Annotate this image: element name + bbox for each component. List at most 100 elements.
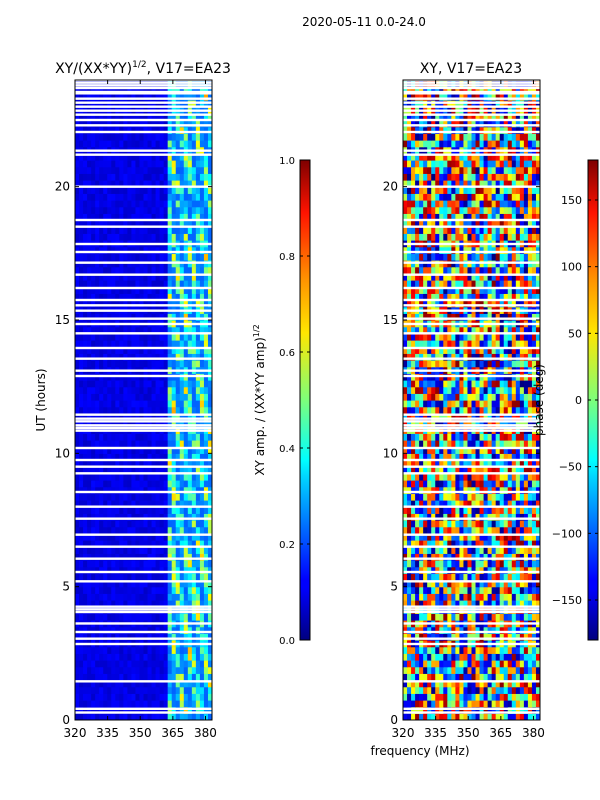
missing-data-gap bbox=[75, 304, 212, 307]
heatmap-cell bbox=[163, 446, 169, 454]
heatmap-cell bbox=[139, 466, 145, 474]
heatmap-cell bbox=[463, 593, 469, 601]
amp-gaps bbox=[75, 78, 212, 714]
heatmap-cell bbox=[411, 440, 416, 448]
heatmap-cell bbox=[163, 433, 169, 441]
heatmap-cell bbox=[195, 400, 201, 408]
heatmap-cell bbox=[419, 526, 424, 534]
heatmap-cell bbox=[487, 666, 493, 674]
heatmap-cell bbox=[119, 180, 124, 188]
heatmap-cell bbox=[499, 660, 505, 668]
heatmap-cell bbox=[163, 680, 169, 688]
heatmap-cell bbox=[187, 313, 193, 321]
heatmap-cell bbox=[111, 686, 116, 694]
heatmap-cell bbox=[443, 433, 448, 441]
heatmap-cell bbox=[75, 200, 80, 208]
heatmap-cell bbox=[111, 186, 116, 194]
heatmap-cell bbox=[423, 560, 428, 568]
missing-data-gap bbox=[75, 622, 212, 625]
heatmap-cell bbox=[187, 546, 193, 554]
heatmap-cell bbox=[183, 713, 189, 720]
heatmap-cell bbox=[155, 380, 161, 388]
heatmap-cell bbox=[207, 680, 212, 688]
heatmap-cell bbox=[531, 500, 537, 508]
heatmap-cell bbox=[419, 626, 424, 634]
heatmap-cell bbox=[119, 213, 124, 221]
heatmap-cell bbox=[95, 153, 100, 161]
heatmap-cell bbox=[407, 653, 412, 661]
heatmap-cell bbox=[87, 353, 92, 361]
heatmap-cell bbox=[115, 133, 120, 141]
heatmap-cell bbox=[95, 513, 100, 521]
heatmap-cell bbox=[119, 633, 124, 641]
heatmap-cell bbox=[175, 386, 181, 394]
heatmap-cell bbox=[163, 413, 169, 421]
heatmap-cell bbox=[107, 86, 112, 94]
heatmap-cell bbox=[175, 273, 181, 281]
heatmap-cell bbox=[91, 313, 96, 321]
heatmap-cell bbox=[103, 400, 108, 408]
heatmap-cell bbox=[99, 126, 104, 134]
heatmap-cell bbox=[191, 220, 197, 228]
heatmap-cell bbox=[87, 480, 92, 488]
heatmap-cell bbox=[411, 600, 416, 608]
heatmap-cell bbox=[499, 713, 505, 720]
heatmap-cell bbox=[139, 560, 145, 568]
heatmap-cell bbox=[527, 660, 533, 668]
heatmap-cell bbox=[143, 280, 149, 288]
heatmap-cell bbox=[419, 586, 424, 594]
heatmap-cell bbox=[135, 660, 141, 668]
heatmap-cell bbox=[187, 660, 193, 668]
heatmap-cell bbox=[451, 626, 456, 634]
heatmap-cell bbox=[175, 660, 181, 668]
heatmap-cell bbox=[483, 500, 489, 508]
heatmap-cell bbox=[83, 580, 88, 588]
heatmap-cell bbox=[147, 613, 153, 621]
heatmap-cell bbox=[207, 646, 212, 654]
heatmap-cell bbox=[411, 460, 416, 468]
heatmap-cell bbox=[111, 453, 116, 461]
heatmap-cell bbox=[535, 626, 540, 634]
heatmap-cell bbox=[187, 613, 193, 621]
heatmap-cell bbox=[155, 666, 161, 674]
heatmap-cell bbox=[427, 460, 432, 468]
heatmap-cell bbox=[127, 660, 133, 668]
heatmap-cell bbox=[483, 573, 489, 581]
heatmap-cell bbox=[459, 686, 465, 694]
heatmap-cell bbox=[155, 213, 161, 221]
heatmap-cell bbox=[463, 453, 469, 461]
heatmap-cell bbox=[131, 226, 137, 234]
heatmap-cell bbox=[199, 246, 205, 254]
heatmap-cell bbox=[143, 600, 149, 608]
heatmap-cell bbox=[523, 546, 529, 554]
heatmap-cell bbox=[111, 213, 116, 221]
heatmap-cell bbox=[91, 293, 96, 301]
heatmap-cell bbox=[431, 586, 436, 594]
heatmap-cell bbox=[463, 493, 469, 501]
heatmap-cell bbox=[455, 613, 461, 621]
heatmap-cell bbox=[515, 500, 521, 508]
heatmap-cell bbox=[179, 460, 185, 468]
heatmap-cell bbox=[507, 633, 513, 641]
heatmap-cell bbox=[203, 353, 209, 361]
heatmap-cell bbox=[455, 500, 461, 508]
heatmap-cell bbox=[115, 200, 120, 208]
heatmap-cell bbox=[111, 200, 116, 208]
heatmap-cell bbox=[403, 533, 408, 541]
heatmap-cell bbox=[435, 500, 440, 508]
heatmap-cell bbox=[119, 333, 124, 341]
heatmap-cell bbox=[95, 546, 100, 554]
heatmap-cell bbox=[95, 613, 100, 621]
heatmap-cell bbox=[155, 593, 161, 601]
heatmap-cell bbox=[139, 253, 145, 261]
heatmap-cell bbox=[471, 440, 477, 448]
heatmap-cell bbox=[139, 393, 145, 401]
heatmap-cell bbox=[511, 693, 517, 701]
heatmap-cell bbox=[191, 253, 197, 261]
heatmap-cell bbox=[499, 553, 505, 561]
heatmap-cell bbox=[163, 540, 169, 548]
heatmap-cell bbox=[99, 553, 104, 561]
heatmap-cell bbox=[475, 493, 481, 501]
heatmap-cell bbox=[95, 666, 100, 674]
heatmap-cell bbox=[83, 626, 88, 634]
